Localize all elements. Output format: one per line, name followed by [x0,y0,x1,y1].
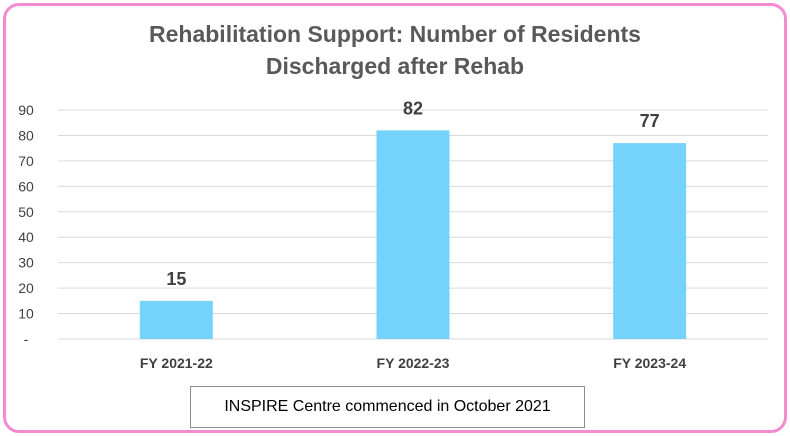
y-tick-label: 90 [18,102,34,118]
y-tick-label: 70 [18,153,34,169]
data-label: 82 [403,98,423,118]
y-tick-label: 60 [18,178,34,194]
y-tick-label: - [24,331,29,347]
chart-title: Rehabilitation Support: Number of Reside… [0,18,790,82]
y-tick-label: 10 [18,306,34,322]
x-tick-label: FY 2021-22 [140,355,213,371]
bar [376,130,450,339]
data-label: 77 [640,111,660,131]
chart-title-line-1: Rehabilitation Support: Number of Reside… [149,21,641,47]
bar [613,143,687,339]
y-tick-label: 30 [18,255,34,271]
data-label: 15 [166,269,186,289]
chart-title-line-2: Discharged after Rehab [265,53,525,79]
x-tick-label: FY 2022-23 [377,355,450,371]
y-tick-label: 50 [18,204,34,220]
x-tick-label: FY 2023-24 [613,355,686,371]
y-tick-label: 40 [18,229,34,245]
bar [139,300,213,339]
y-tick-label: 20 [18,280,34,296]
y-tick-label: 80 [18,127,34,143]
annotation-note: INSPIRE Centre commenced in October 2021 [190,386,585,428]
